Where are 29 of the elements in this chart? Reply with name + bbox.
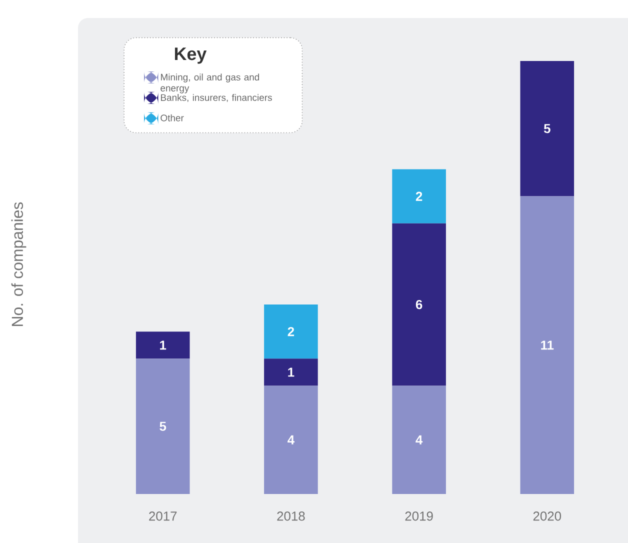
bar — [264, 304, 318, 359]
bar — [520, 196, 574, 494]
x-tick-label: 2017 — [149, 512, 177, 521]
bar — [520, 60, 574, 196]
data-label: 2 — [288, 327, 294, 336]
data-label: 5 — [160, 422, 166, 431]
data-label: 11 — [541, 340, 554, 350]
legend-label: Mining, oil and gas and energy — [160, 74, 260, 94]
x-tick-label: 2020 — [533, 512, 562, 521]
y-axis-title: No. of companies — [11, 202, 26, 326]
data-label: 1 — [288, 368, 294, 377]
bar — [136, 332, 190, 359]
bar — [264, 358, 318, 386]
data-label: 4 — [416, 435, 423, 444]
data-label: 6 — [416, 300, 422, 310]
bar — [392, 169, 446, 224]
bar — [392, 386, 446, 494]
bar — [136, 358, 190, 494]
x-tick-label: 2018 — [277, 512, 305, 521]
legend-title: Key — [174, 48, 207, 64]
legend-label: Banks, insurers, financiers — [161, 94, 272, 102]
bar — [264, 386, 318, 494]
x-tick-label: 2019 — [405, 512, 433, 521]
data-label: 5 — [544, 124, 550, 134]
bar — [392, 223, 446, 386]
legend-label: Other — [160, 114, 184, 122]
data-label: 4 — [288, 435, 294, 444]
data-label: 1 — [160, 340, 166, 350]
data-label: 2 — [416, 192, 422, 201]
